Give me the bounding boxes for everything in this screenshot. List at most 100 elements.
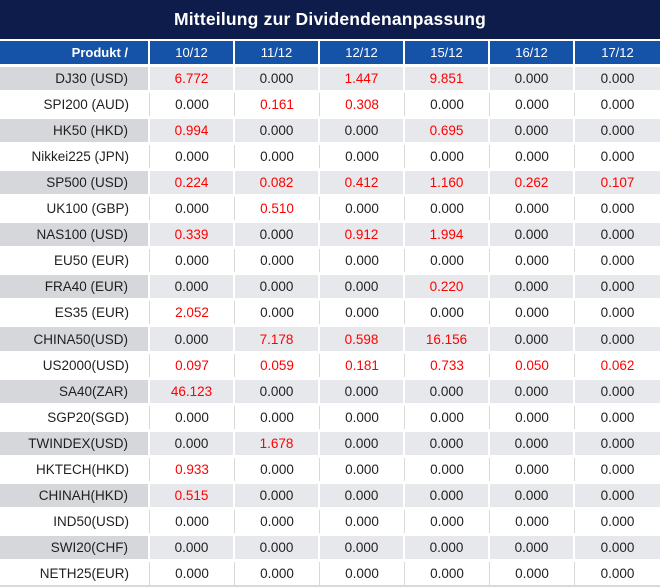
value-cell: 7.178 <box>235 327 320 351</box>
table-row: HKTECH(HKD) 0.933 0.000 0.000 0.000 0.000 0.00… <box>0 457 660 481</box>
column-header-date: 17/12 <box>601 45 634 60</box>
product-cell: FRA40 (EUR) <box>0 275 150 299</box>
value-cell: 0.000 <box>575 93 660 117</box>
product-cell: UK100 (GBP) <box>0 197 150 221</box>
value-cell: 0.733 <box>405 353 490 377</box>
column-header-date: 15/12 <box>405 41 490 64</box>
value-cell: 0.000 <box>320 561 405 585</box>
column-header-product: Produkt / <box>0 41 150 64</box>
table-row: DJ30 (USD) 6.772 0.000 1.447 9.851 0.000 0.000 <box>0 67 660 91</box>
table-row: CHINAH(HKD) 0.515 0.000 0.000 0.000 0.000 0.00… <box>0 483 660 507</box>
table-row: TWINDEX(USD) 0.000 1.678 0.000 0.000 0.000 0.0… <box>0 431 660 455</box>
value-cell: 0.000 <box>490 249 575 273</box>
value-cell: 0.000 <box>405 93 490 117</box>
value-cell: 0.107 <box>575 171 660 195</box>
value-cell: 0.000 <box>490 301 575 325</box>
column-header-date: 16/12 <box>490 41 575 64</box>
table-row: SP500 (USD) 0.224 0.082 0.412 1.160 0.262 0.10… <box>0 171 660 195</box>
value-cell: 0.000 <box>405 145 490 169</box>
value-cell: 0.000 <box>405 457 490 481</box>
value-cell: 1.994 <box>405 223 490 247</box>
table-row: Nikkei225 (JPN) 0.000 0.000 0.000 0.000 0.000… <box>0 145 660 169</box>
value-cell: 1.678 <box>235 431 320 455</box>
value-cell: 0.000 <box>150 249 235 273</box>
value-cell: 0.000 <box>490 457 575 481</box>
value-cell: 0.000 <box>235 379 320 403</box>
value-cell: 0.000 <box>405 509 490 533</box>
value-cell: 0.000 <box>320 535 405 559</box>
value-cell: 0.000 <box>575 405 660 429</box>
table-body: DJ30 (USD) 6.772 0.000 1.447 9.851 0.000 0.000… <box>0 67 660 585</box>
value-cell: 0.000 <box>575 119 660 143</box>
value-cell: 0.000 <box>150 431 235 455</box>
table-row: ES35 (EUR) 2.052 0.000 0.000 0.000 0.000 0.000 <box>0 301 660 325</box>
value-cell: 0.000 <box>490 93 575 117</box>
value-cell: 0.000 <box>150 93 235 117</box>
value-cell: 0.000 <box>320 457 405 481</box>
product-cell: NETH25(EUR) <box>0 561 150 585</box>
product-cell: Nikkei225 (JPN) <box>0 145 150 169</box>
value-cell: 0.000 <box>150 535 235 559</box>
value-cell: 0.000 <box>490 379 575 403</box>
value-cell: 0.000 <box>150 509 235 533</box>
value-cell: 0.000 <box>490 405 575 429</box>
product-cell: HKTECH(HKD) <box>0 457 150 481</box>
title-bar: Mitteilung zur Dividendenanpassung <box>0 0 660 39</box>
value-cell: 0.000 <box>235 275 320 299</box>
value-cell: 0.000 <box>575 249 660 273</box>
page-title: Mitteilung zur Dividendenanpassung <box>173 9 487 29</box>
value-cell: 0.000 <box>320 379 405 403</box>
value-cell: 0.000 <box>150 327 235 351</box>
value-cell: 0.000 <box>405 379 490 403</box>
value-cell: 0.000 <box>490 535 575 559</box>
value-cell: 0.097 <box>150 353 235 377</box>
value-cell: 0.161 <box>235 93 320 117</box>
value-cell: 0.000 <box>490 327 575 351</box>
value-cell: 0.000 <box>490 197 575 221</box>
value-cell: 0.000 <box>575 561 660 585</box>
product-cell: TWINDEX(USD) <box>0 431 150 455</box>
product-cell: SGP20(SGD) <box>0 405 150 429</box>
value-cell: 0.000 <box>320 275 405 299</box>
value-cell: 0.000 <box>320 197 405 221</box>
value-cell: 0.000 <box>150 197 235 221</box>
value-cell: 0.000 <box>490 119 575 143</box>
value-cell: 0.220 <box>405 275 490 299</box>
value-cell: 0.000 <box>405 535 490 559</box>
value-cell: 0.000 <box>405 301 490 325</box>
value-cell: 0.000 <box>150 561 235 585</box>
product-cell: SP500 (USD) <box>0 171 150 195</box>
value-cell: 0.000 <box>320 119 405 143</box>
value-cell: 0.262 <box>490 171 575 195</box>
value-cell: 0.000 <box>575 67 660 91</box>
value-cell: 1.447 <box>320 67 405 91</box>
value-cell: 0.000 <box>490 145 575 169</box>
value-cell: 0.000 <box>235 535 320 559</box>
value-cell: 0.000 <box>575 457 660 481</box>
product-cell: EU50 (EUR) <box>0 249 150 273</box>
table-row: US2000(USD) 0.097 0.059 0.181 0.733 0.050 0.06… <box>0 353 660 377</box>
value-cell: 0.000 <box>575 431 660 455</box>
value-cell: 0.994 <box>150 119 235 143</box>
value-cell: 0.000 <box>575 535 660 559</box>
table-row: EU50 (EUR) 0.000 0.000 0.000 0.000 0.000 0.000 <box>0 249 660 273</box>
value-cell: 0.000 <box>235 509 320 533</box>
value-cell: 0.000 <box>490 67 575 91</box>
product-cell: SWI20(CHF) <box>0 535 150 559</box>
value-cell: 0.933 <box>150 457 235 481</box>
product-cell: NAS100 (USD) <box>0 223 150 247</box>
table-row: SPI200 (AUD) 0.000 0.161 0.308 0.000 0.000 0.0… <box>0 93 660 117</box>
value-cell: 0.000 <box>575 509 660 533</box>
value-cell: 0.000 <box>235 457 320 481</box>
table-row: IND50(USD) 0.000 0.000 0.000 0.000 0.000 0.000 <box>0 509 660 533</box>
value-cell: 0.000 <box>405 249 490 273</box>
product-cell: US2000(USD) <box>0 353 150 377</box>
product-cell: IND50(USD) <box>0 509 150 533</box>
table-row: SA40(ZAR) 46.123 0.000 0.000 0.000 0.000 0.000 <box>0 379 660 403</box>
value-cell: 0.000 <box>490 431 575 455</box>
value-cell: 0.000 <box>575 197 660 221</box>
value-cell: 9.851 <box>405 67 490 91</box>
value-cell: 0.000 <box>235 405 320 429</box>
value-cell: 0.000 <box>405 197 490 221</box>
table-row: NETH25(EUR) 0.000 0.000 0.000 0.000 0.000 0.00… <box>0 561 660 585</box>
